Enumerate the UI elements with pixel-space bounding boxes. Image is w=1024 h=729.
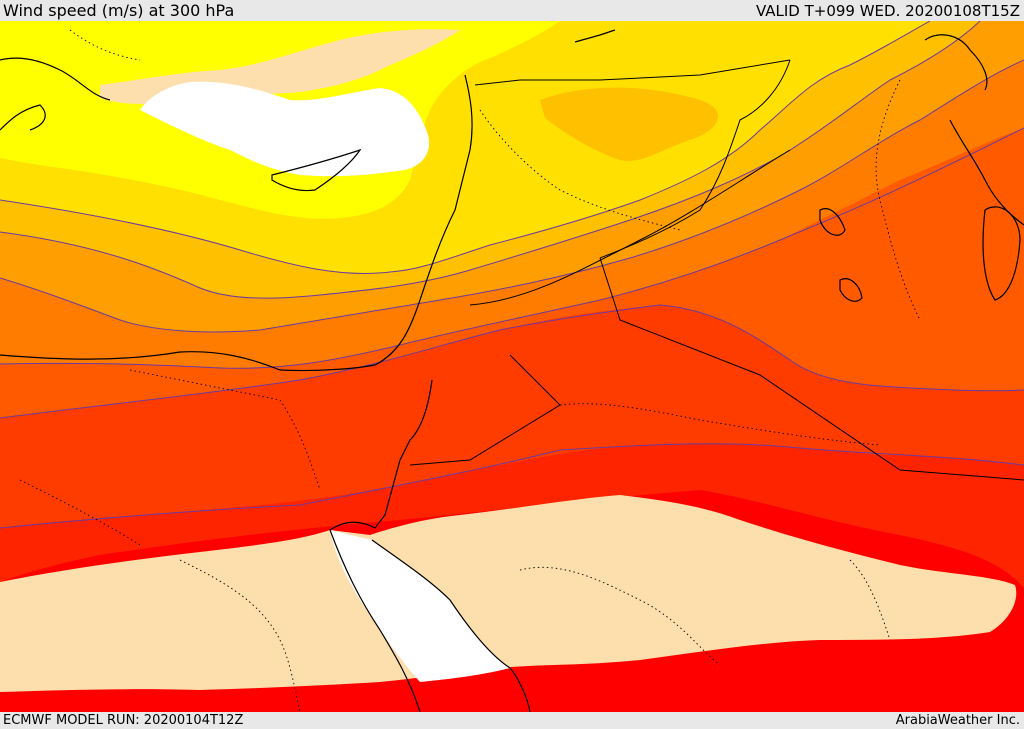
valid-time-label: VALID T+099 WED. 20200108T15Z	[755, 2, 1020, 20]
credit-label: ArabiaWeather Inc.	[895, 713, 1020, 728]
calm-red-sea	[330, 530, 510, 682]
wheat-south	[0, 495, 1017, 692]
province-borders	[19, 29, 921, 712]
map-title: Wind speed (m/s) at 300 hPa	[3, 1, 235, 20]
band-amber-patch	[540, 87, 719, 161]
contour-lines	[0, 21, 1024, 529]
country-borders	[409, 59, 1024, 481]
coastlines	[0, 29, 1024, 712]
header-bar: Wind speed (m/s) at 300 hPa VALID T+099 …	[0, 0, 1024, 21]
band-amber-patch-small	[980, 49, 1022, 71]
calm-north	[140, 81, 430, 177]
wind-speed-map	[0, 21, 1024, 712]
model-run-label: ECMWF MODEL RUN: 20200104T12Z	[3, 713, 244, 728]
footer-bar: ECMWF MODEL RUN: 20200104T12Z ArabiaWeat…	[0, 712, 1024, 729]
